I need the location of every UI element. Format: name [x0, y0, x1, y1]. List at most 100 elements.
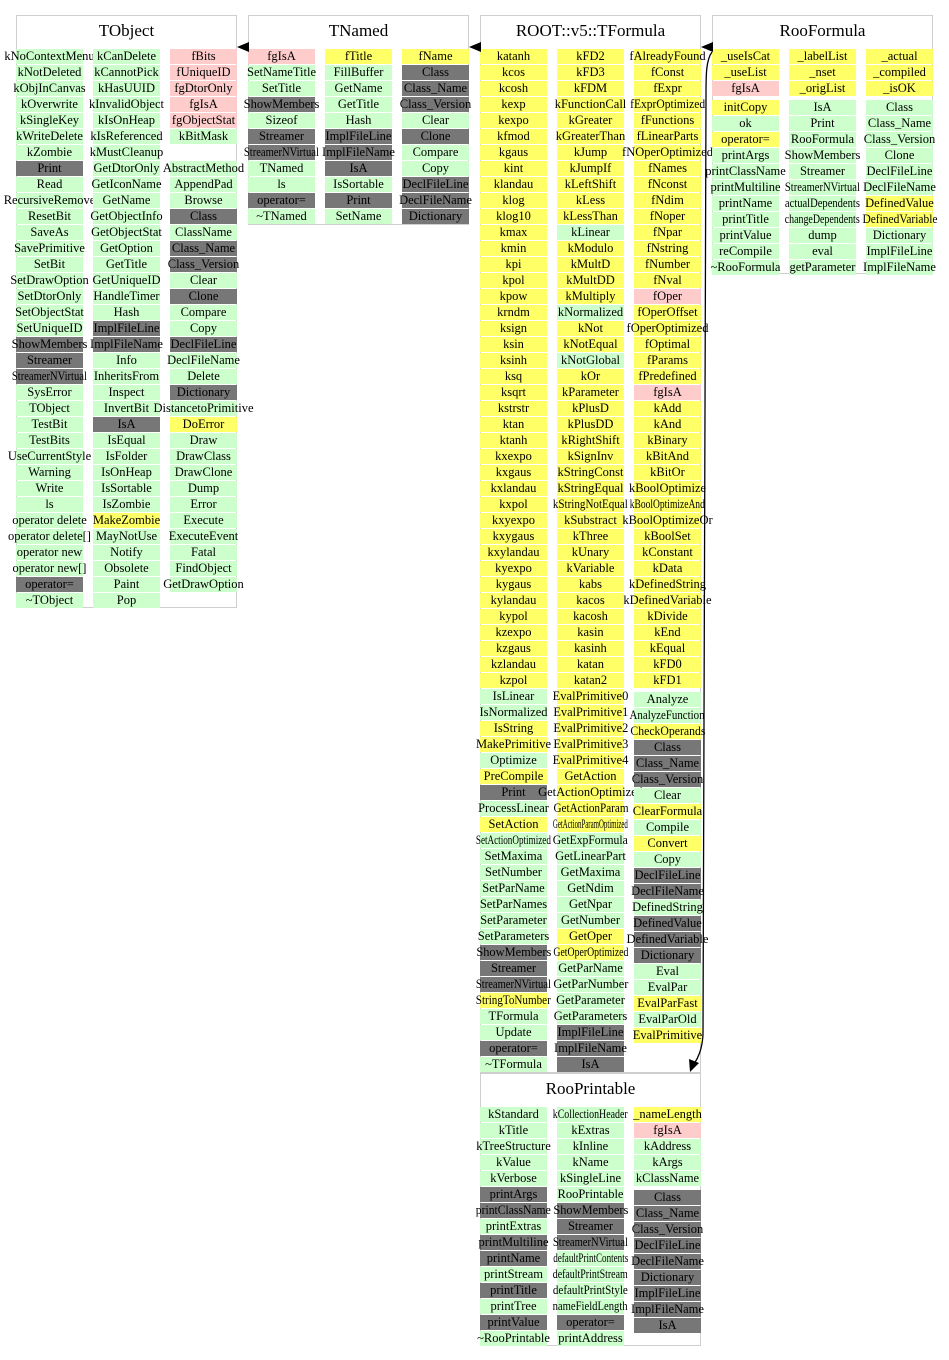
member-cell[interactable]: kEqual [634, 641, 701, 656]
member-cell[interactable]: printValue [480, 1315, 547, 1330]
member-cell[interactable]: katanh [480, 49, 547, 64]
member-cell[interactable]: klog [480, 193, 547, 208]
member-cell[interactable]: GetParameters [554, 1009, 627, 1024]
member-cell[interactable]: GetOperOptimized [553, 945, 628, 960]
member-cell[interactable]: Class [634, 1190, 701, 1205]
member-cell[interactable]: kLinear [557, 225, 624, 240]
member-cell[interactable]: Obsolete [93, 561, 160, 576]
member-cell[interactable]: DeclFileName [631, 1254, 704, 1269]
member-cell[interactable]: Class_Version [632, 772, 703, 787]
member-cell[interactable]: kmin [480, 241, 547, 256]
member-cell[interactable]: InvertBit [93, 401, 160, 416]
member-cell[interactable]: Write [16, 481, 83, 496]
member-cell[interactable]: kxyexpo [480, 513, 547, 528]
member-cell[interactable]: kJumpIf [557, 161, 624, 176]
member-cell[interactable]: printClassName [705, 164, 786, 179]
member-cell[interactable]: GetMaxima [557, 865, 624, 880]
member-cell[interactable]: Streamer [16, 353, 83, 368]
member-cell[interactable]: fPredefined [634, 369, 701, 384]
member-cell[interactable]: kPlusDD [557, 417, 624, 432]
member-cell[interactable]: kasin [557, 625, 624, 640]
member-cell[interactable]: kBoolSet [634, 529, 701, 544]
member-cell[interactable]: kexpo [480, 113, 547, 128]
member-cell[interactable]: ~TFormula [480, 1057, 547, 1072]
member-cell[interactable]: TFormula [480, 1009, 547, 1024]
member-cell[interactable]: fOperOptimized [627, 321, 708, 336]
member-cell[interactable]: GetTitle [93, 257, 160, 272]
member-cell[interactable]: kSingleKey [16, 113, 83, 128]
member-cell[interactable]: ksin [480, 337, 547, 352]
member-cell[interactable]: EvalPrimitive1 [553, 705, 628, 720]
member-cell[interactable]: SetParameter [480, 913, 547, 928]
member-cell[interactable]: fBits [170, 49, 237, 64]
member-cell[interactable]: printClassName [476, 1203, 551, 1218]
member-cell[interactable]: kLeftShift [557, 177, 624, 192]
member-cell[interactable]: ShowMembers [12, 337, 87, 352]
member-cell[interactable]: StreamerNVirtual [12, 369, 87, 384]
member-cell[interactable]: fNoper [634, 209, 701, 224]
member-cell[interactable]: fOper [634, 289, 701, 304]
member-cell[interactable]: katan [557, 657, 624, 672]
member-cell[interactable]: DefinedValue [633, 916, 702, 931]
member-cell[interactable]: kCannotPick [93, 65, 160, 80]
member-cell[interactable]: FillBuffer [325, 65, 392, 80]
member-cell[interactable]: kValue [480, 1155, 547, 1170]
member-cell[interactable]: SavePrimitive [14, 241, 85, 256]
member-cell[interactable]: ImplFileName [631, 1302, 704, 1317]
member-cell[interactable]: kacosh [557, 609, 624, 624]
member-cell[interactable]: SetDtorOnly [16, 289, 83, 304]
member-cell[interactable]: kasinh [557, 641, 624, 656]
member-cell[interactable]: DistancetoPrimitive [154, 401, 254, 416]
member-cell[interactable]: SetActionOptimized [476, 833, 551, 848]
member-cell[interactable]: kxgaus [480, 465, 547, 480]
member-cell[interactable]: Compare [402, 145, 469, 160]
member-cell[interactable]: DeclFileName [399, 193, 472, 208]
member-cell[interactable]: kpol [480, 273, 547, 288]
class-title[interactable]: ROOT::v5::TFormula [515, 21, 666, 40]
member-cell[interactable]: ktanh [480, 433, 547, 448]
member-cell[interactable]: Compile [634, 820, 701, 835]
member-cell[interactable]: Print [480, 785, 547, 800]
member-cell[interactable]: IsA [557, 1057, 624, 1072]
member-cell[interactable]: Sizeof [248, 113, 315, 128]
member-cell[interactable]: GetLinearPart [555, 849, 626, 864]
member-cell[interactable]: DeclFileLine [866, 164, 933, 179]
member-cell[interactable]: Dictionary [866, 228, 933, 243]
member-cell[interactable]: fNconst [634, 177, 701, 192]
member-cell[interactable]: fNpar [634, 225, 701, 240]
member-cell[interactable]: TestBit [16, 417, 83, 432]
member-cell[interactable]: GetExpFormula [553, 833, 628, 848]
member-cell[interactable]: ok [712, 116, 779, 131]
member-cell[interactable]: SetTitle [248, 81, 315, 96]
member-cell[interactable]: printTree [480, 1299, 547, 1314]
member-cell[interactable]: SetDrawOption [10, 273, 89, 288]
member-cell[interactable]: printExtras [480, 1219, 547, 1234]
member-cell[interactable]: ~RooPrintable [477, 1331, 550, 1346]
member-cell[interactable]: SetNameTitle [247, 65, 316, 80]
member-cell[interactable]: kDefinedVariable [623, 593, 712, 608]
member-cell[interactable]: TObject [16, 401, 83, 416]
member-cell[interactable]: kGreaterThan [556, 129, 625, 144]
member-cell[interactable]: kStringConst [557, 465, 624, 480]
member-cell[interactable]: Pop [93, 593, 160, 608]
member-cell[interactable]: IsA [634, 1318, 701, 1333]
member-cell[interactable]: kExtras [557, 1123, 624, 1138]
member-cell[interactable]: DefinedVariable [862, 212, 937, 227]
member-cell[interactable]: operator new [16, 545, 83, 560]
member-cell[interactable]: Draw [170, 433, 237, 448]
member-cell[interactable]: GetOper [557, 929, 624, 944]
member-cell[interactable]: Copy [634, 852, 701, 867]
member-cell[interactable]: Fatal [170, 545, 237, 560]
member-cell[interactable]: fNames [634, 161, 701, 176]
member-cell[interactable]: ImplFileName [863, 260, 936, 275]
member-cell[interactable]: GetDrawOption [163, 577, 244, 592]
member-cell[interactable]: kVariable [557, 561, 624, 576]
member-cell[interactable]: Print [325, 193, 392, 208]
member-cell[interactable]: printName [712, 196, 779, 211]
member-cell[interactable]: kConstant [634, 545, 701, 560]
member-cell[interactable]: SetNumber [480, 865, 547, 880]
member-cell[interactable]: Clear [170, 273, 237, 288]
member-cell[interactable]: SetBit [16, 257, 83, 272]
member-cell[interactable]: kstrstr [480, 401, 547, 416]
member-cell[interactable]: printArgs [480, 1187, 547, 1202]
